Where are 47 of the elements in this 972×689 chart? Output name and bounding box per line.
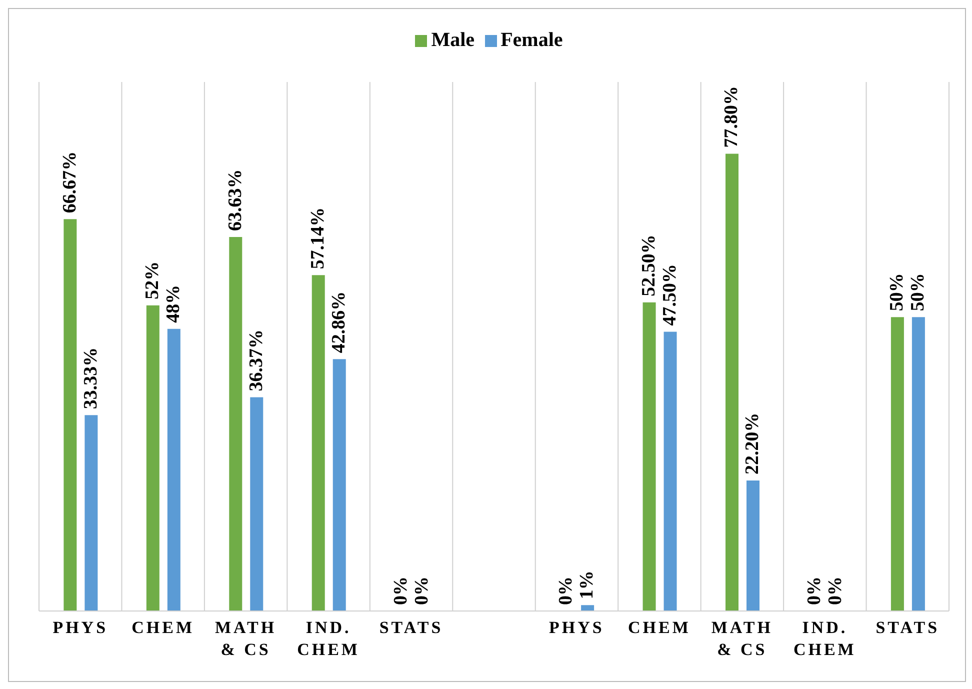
bar (167, 328, 180, 611)
data-label: 0% (390, 576, 412, 605)
data-label: 52.50% (638, 234, 660, 296)
bar (581, 605, 594, 611)
data-label: 47.50% (659, 264, 680, 326)
bar (912, 317, 925, 611)
data-label: 77.80% (721, 86, 742, 148)
data-label: 50% (886, 273, 908, 312)
bar (726, 154, 738, 611)
x-tick-label: STATS (876, 618, 940, 637)
data-label: 36.37% (246, 329, 267, 392)
x-tick-label: MATH & CS (711, 618, 773, 659)
x-tick-label: PHYS (549, 618, 604, 637)
bar (229, 236, 242, 611)
bar (64, 219, 77, 611)
x-tick-label: CHEM (132, 618, 195, 637)
data-label: 0% (411, 576, 432, 605)
data-label: 0% (804, 576, 825, 605)
x-tick-label: CHEM (628, 618, 691, 637)
data-label: 0% (556, 576, 577, 605)
bar (746, 480, 760, 611)
x-tick-label: IND. CHEM (297, 618, 360, 659)
bar (84, 415, 98, 611)
bar (250, 397, 264, 611)
data-label: 42.86% (328, 291, 350, 354)
data-label: 50% (908, 273, 929, 312)
x-tick-label: STATS (379, 618, 444, 637)
bar (146, 305, 160, 611)
data-label: 52% (142, 261, 164, 300)
data-label: 57.14% (308, 207, 329, 270)
data-label: 22.20% (742, 412, 764, 475)
data-label: 66.67% (59, 151, 80, 214)
data-label: 33.33% (80, 347, 102, 410)
bar (642, 302, 656, 611)
data-label: 0% (824, 576, 846, 605)
bar (312, 275, 325, 611)
data-label: 48% (163, 284, 184, 323)
x-tick-label: IND. CHEM (793, 618, 856, 659)
bar (664, 332, 677, 611)
bar (332, 359, 346, 611)
data-label: 63.63% (224, 169, 246, 231)
legend-label: Male (431, 29, 475, 51)
legend-label: Female (500, 29, 563, 51)
x-tick-label: PHYS (52, 618, 108, 637)
x-tick-label: MATH & CS (215, 618, 277, 659)
data-label: 1% (576, 570, 598, 600)
bar (890, 317, 904, 611)
